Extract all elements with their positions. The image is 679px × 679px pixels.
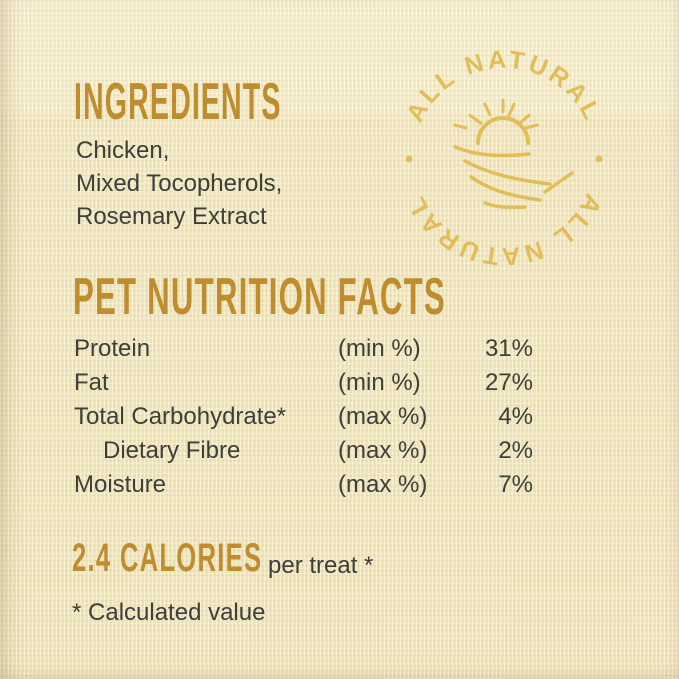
- nutrition-row: Dietary Fibre (max %) 2%: [74, 434, 533, 468]
- svg-text:ALL NATURAL: ALL NATURAL: [401, 46, 607, 127]
- badge-arc-text-bottom: ALL NATURAL: [401, 189, 604, 270]
- nutrient-basis: (max %): [338, 471, 428, 498]
- calories-suffix: per treat *: [268, 552, 374, 579]
- nutrition-title: PET NUTRITION FACTS: [73, 268, 446, 326]
- nutrient-name: Dietary Fibre: [103, 437, 241, 464]
- nutrient-basis: (max %): [338, 437, 428, 464]
- badge-separator-dot: [405, 155, 413, 163]
- sun-over-fields-icon: [453, 98, 574, 210]
- ingredient-line: Chicken,: [76, 137, 170, 164]
- nutrient-value: 4%: [498, 403, 533, 430]
- nutrition-row: Protein (min %) 31%: [74, 332, 533, 366]
- nutrition-row: Moisture (max %) 7%: [74, 468, 533, 502]
- ingredients-title: INGREDIENTS: [74, 73, 282, 131]
- nutrient-name: Fat: [74, 369, 109, 396]
- nutrient-basis: (max %): [338, 403, 428, 430]
- nutrient-value: 27%: [484, 369, 533, 396]
- badge-arc-text-top: ALL NATURAL: [401, 46, 604, 127]
- nutrition-table: Protein (min %) 31% Fat (min %) 27% Tota…: [74, 332, 533, 502]
- all-natural-badge: ALL NATURAL ALL NATURAL: [401, 46, 607, 271]
- nutrient-basis: (min %): [338, 369, 421, 396]
- calories-headline: 2.4 CALORIES: [72, 536, 263, 580]
- ingredient-line: Mixed Tocopherols,: [76, 170, 283, 197]
- nutrient-name: Moisture: [74, 471, 167, 498]
- nutrient-name: Total Carbohydrate*: [74, 403, 287, 430]
- ingredient-line: Rosemary Extract: [76, 203, 267, 230]
- ingredients-list: Chicken, Mixed Tocopherols, Rosemary Ext…: [76, 134, 282, 233]
- nutrient-value: 2%: [498, 437, 533, 464]
- nutrient-value: 7%: [498, 471, 533, 498]
- nutrition-row: Fat (min %) 27%: [74, 366, 533, 400]
- svg-text:ALL NATURAL: ALL NATURAL: [401, 189, 607, 270]
- footnote: * Calculated value: [72, 599, 266, 626]
- nutrient-name: Protein: [74, 335, 151, 362]
- nutrient-basis: (min %): [338, 335, 421, 362]
- badge-separator-dot: [595, 155, 603, 163]
- nutrition-row: Total Carbohydrate* (max %) 4%: [74, 400, 533, 434]
- nutrient-value: 31%: [484, 335, 533, 362]
